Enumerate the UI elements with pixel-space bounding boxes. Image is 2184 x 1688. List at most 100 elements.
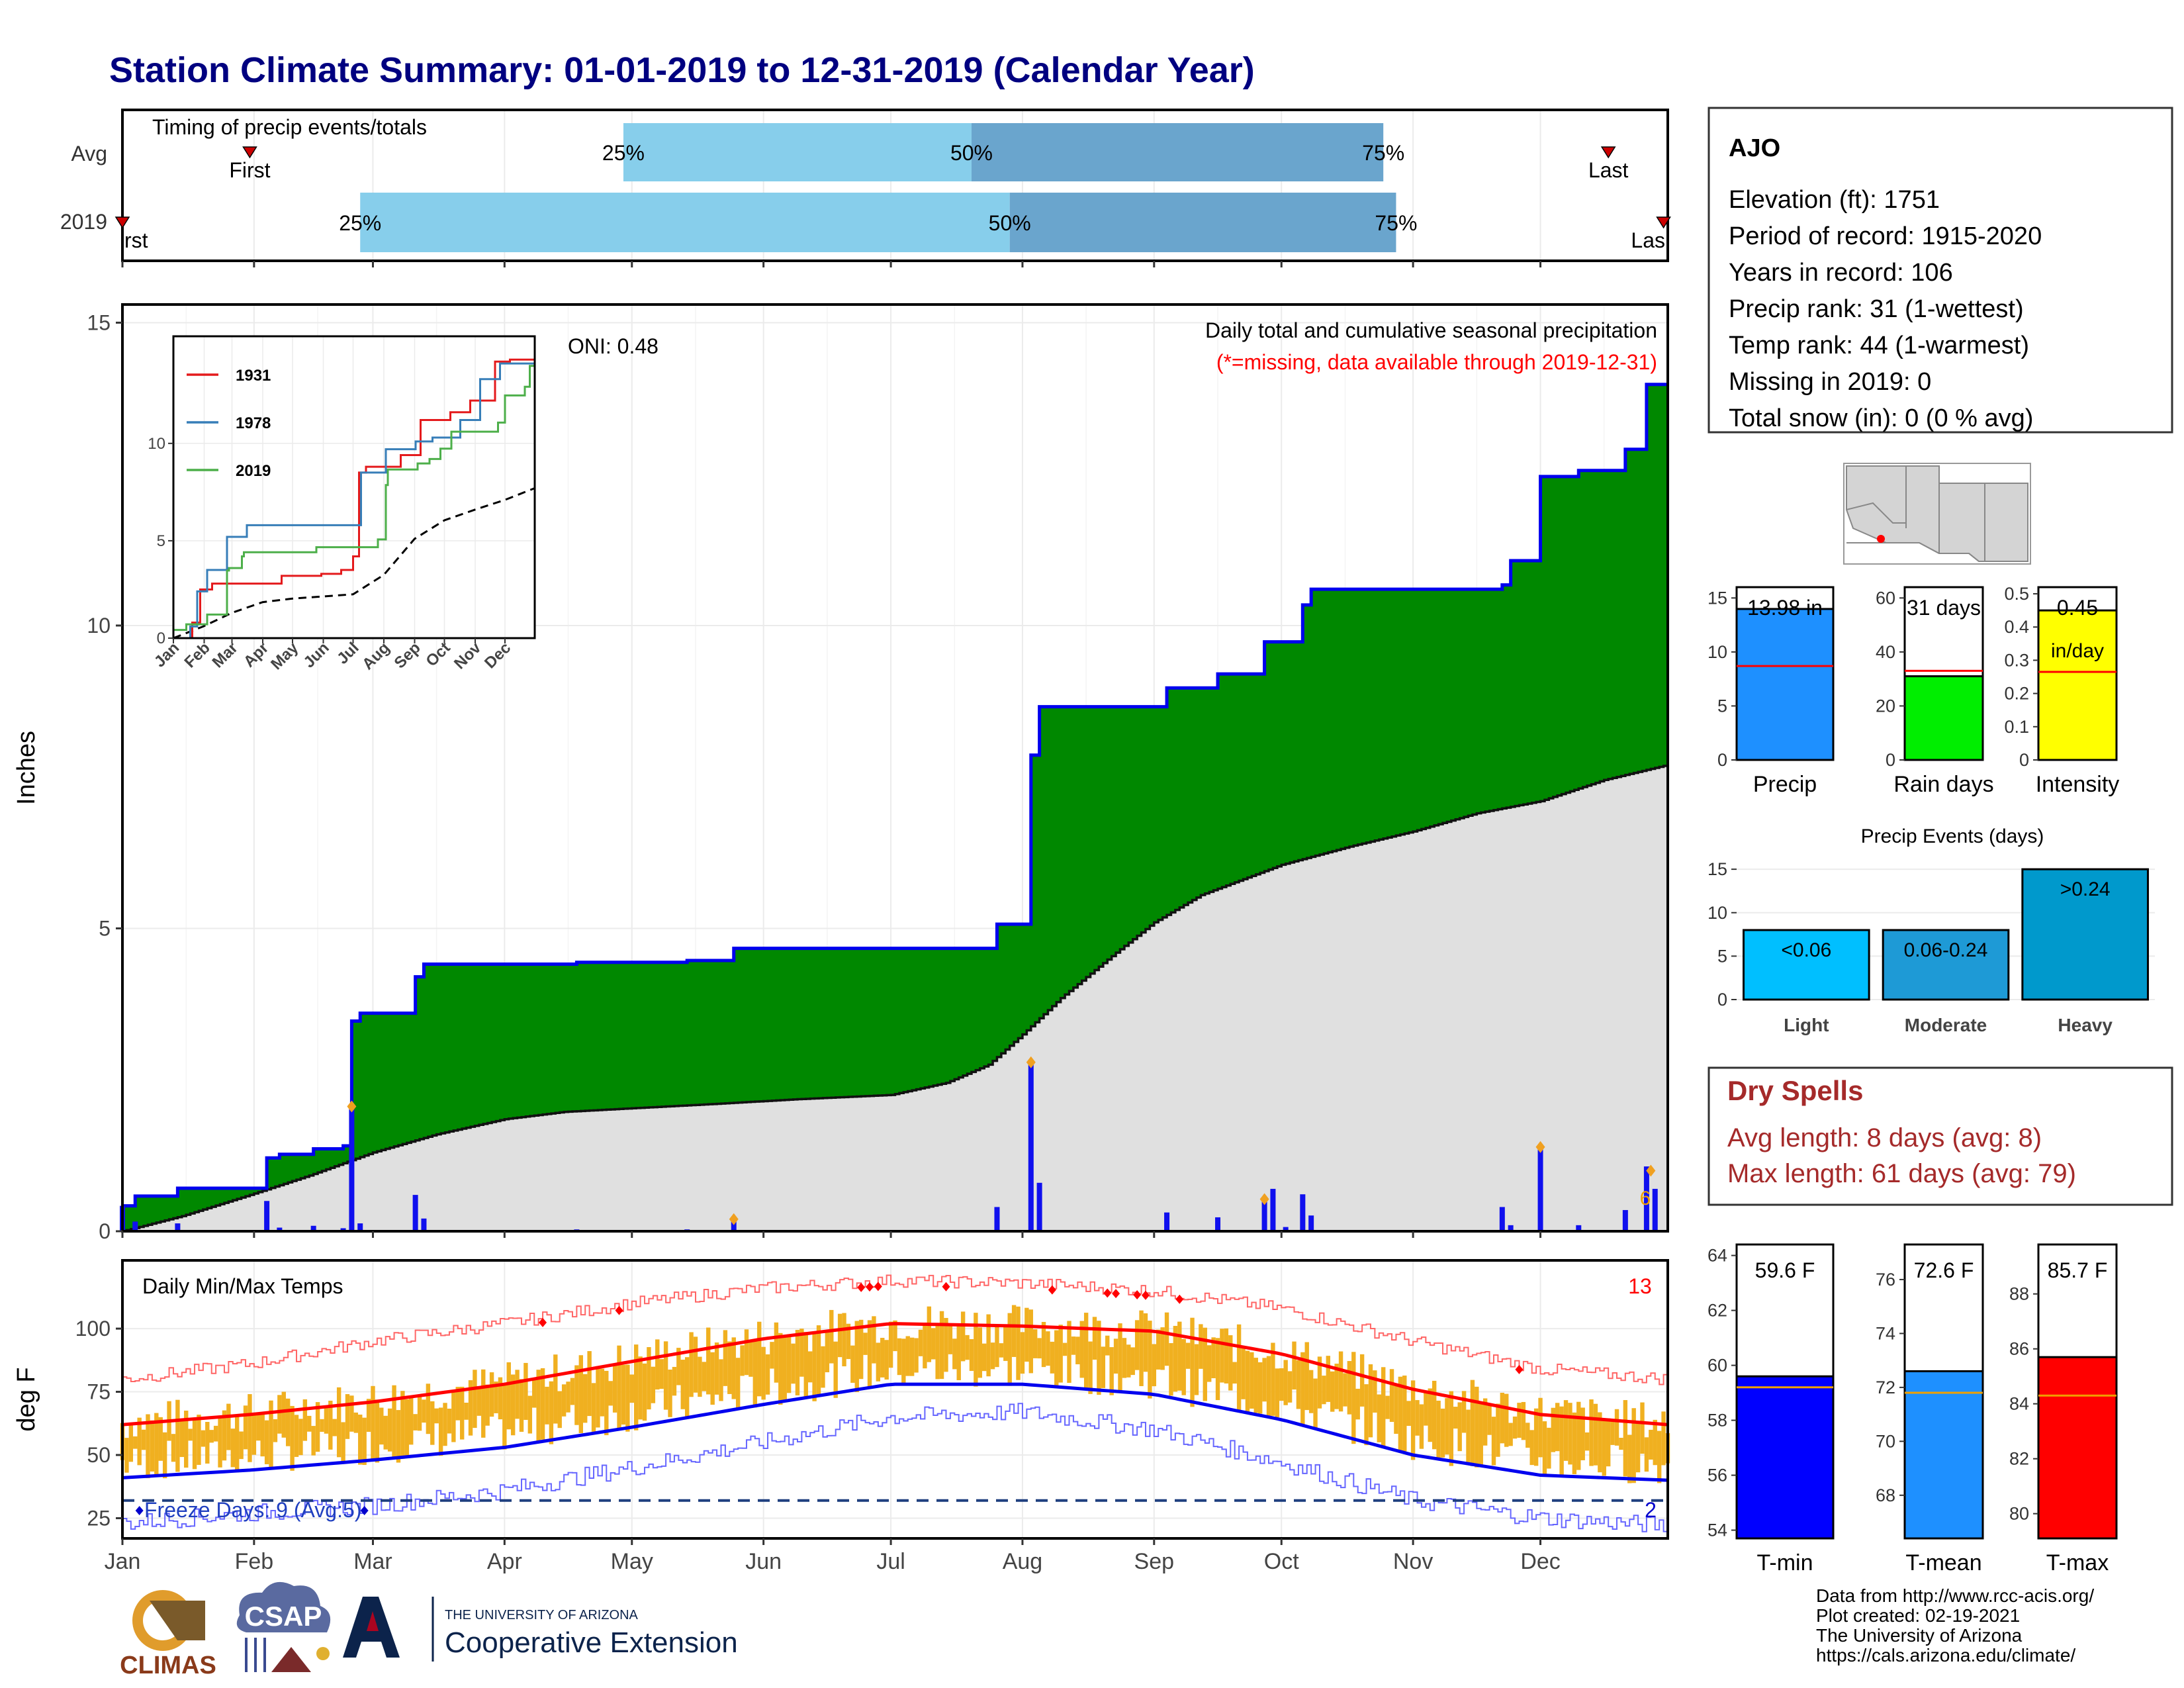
record-high-marker xyxy=(1103,1288,1112,1298)
temp-summary-ytick-label: 54 xyxy=(1707,1521,1727,1540)
daily-temp-range-bar xyxy=(846,1323,851,1360)
daily-temp-range-bar xyxy=(510,1374,516,1436)
daily-temp-range-bar xyxy=(1250,1352,1254,1409)
temp-summary-t-mean: 68 70 72 74 76 72.6 F T-mean xyxy=(1876,1243,1984,1575)
daily-temp-range-bar xyxy=(1020,1332,1025,1374)
station-name: AJO xyxy=(1729,134,1780,162)
daily-temp-range-bar xyxy=(1173,1325,1178,1392)
daily-temp-range-bar xyxy=(1313,1378,1318,1429)
daily-precip-bar xyxy=(1270,1188,1276,1231)
daily-temp-range-bar xyxy=(1627,1434,1632,1483)
daily-temp-range-bar xyxy=(778,1333,783,1405)
timing-bar-2019-25-50 xyxy=(360,193,1010,252)
summary-bar-value-label: 0.45 xyxy=(2057,596,2098,620)
daily-temp-range-bar xyxy=(854,1321,859,1393)
daily-temp-range-bar xyxy=(1538,1397,1543,1458)
daily-temp-range-bar xyxy=(1635,1421,1641,1473)
daily-temp-range-bar xyxy=(668,1369,672,1417)
footer-line: Data from http://www.rcc-acis.org/ xyxy=(1816,1585,2094,1606)
daily-temp-range-bar xyxy=(1257,1362,1263,1414)
events-category-label: Moderate xyxy=(1905,1015,1987,1035)
temp-ytick-label: 75 xyxy=(87,1380,111,1404)
daily-temp-range-bar xyxy=(336,1387,341,1458)
daily-temp-range-bar xyxy=(133,1436,138,1449)
daily-temp-range-bar xyxy=(561,1384,567,1417)
daily-temp-range-bar xyxy=(277,1395,282,1434)
daily-temp-range-bar xyxy=(612,1364,617,1413)
daily-temp-range-bar xyxy=(1602,1419,1606,1476)
daily-temp-range-bar xyxy=(1194,1344,1199,1395)
daily-temp-range-bar xyxy=(1364,1384,1369,1446)
daily-temp-range-bar xyxy=(1054,1330,1059,1389)
precip-ytick-label: 0 xyxy=(99,1219,111,1243)
temp-summary-bar xyxy=(2037,1356,2118,1540)
summary-bar-value xyxy=(1903,675,1984,761)
inset-legend-label: 2019 xyxy=(236,462,271,480)
footer-line: The University of Arizona xyxy=(1816,1625,2023,1646)
daily-temp-range-bar xyxy=(761,1346,766,1400)
daily-temp-range-bar xyxy=(1130,1347,1135,1376)
timing-bar-2019-50-75 xyxy=(1009,193,1396,252)
daily-temp-range-bar xyxy=(752,1340,758,1408)
first-2019-label: rst xyxy=(124,228,148,252)
daily-temp-range-bar xyxy=(1479,1403,1483,1466)
daily-temp-range-bar xyxy=(175,1399,180,1472)
daily-temp-range-bar xyxy=(1653,1419,1657,1466)
record-high-marker xyxy=(539,1317,547,1327)
daily-temp-range-bar xyxy=(1181,1338,1186,1395)
daily-temp-range-bar xyxy=(1525,1423,1530,1448)
daily-temp-range-bar xyxy=(1003,1327,1008,1361)
daily-temp-range-bar xyxy=(192,1419,197,1470)
daily-temp-range-bar xyxy=(260,1413,265,1457)
daily-temp-range-bar xyxy=(1584,1432,1590,1451)
daily-temp-range-bar xyxy=(1598,1412,1602,1473)
daily-temp-range-bar xyxy=(1126,1344,1131,1378)
dry-spells-box: Dry Spells Avg length: 8 days (avg: 8) M… xyxy=(1707,1066,2173,1206)
daily-temp-range-bar xyxy=(1500,1392,1505,1444)
daily-temp-range-bar xyxy=(426,1383,431,1434)
csap-logo-text: CSAP xyxy=(245,1601,322,1632)
daily-temp-range-bar xyxy=(1203,1327,1207,1401)
daily-temp-range-bar xyxy=(417,1395,422,1431)
daily-temp-range-bar xyxy=(596,1366,600,1428)
daily-temp-range-bar xyxy=(387,1408,392,1452)
record-max-line xyxy=(122,1274,1668,1385)
daily-temp-range-bar xyxy=(273,1419,278,1442)
summary-bar-rain-days: 0 20 40 60 31 days Rain days xyxy=(1876,586,1994,797)
daily-precip-bar xyxy=(1036,1182,1042,1231)
month-label: Jul xyxy=(876,1549,905,1574)
daily-temp-range-bar xyxy=(749,1340,753,1377)
daily-temp-range-bar xyxy=(884,1340,889,1380)
daily-temp-range-bar xyxy=(786,1334,792,1393)
record-low-marker xyxy=(135,1506,144,1515)
daily-precip-bar xyxy=(340,1228,346,1231)
daily-temp-range-bar xyxy=(1156,1329,1161,1370)
daily-temp-range-bar xyxy=(570,1378,575,1405)
daily-temp-range-bar xyxy=(150,1420,155,1472)
daily-temp-range-bar xyxy=(455,1387,460,1421)
temp-summary-bar xyxy=(1735,1375,1835,1540)
station-info-line: Years in record: 106 xyxy=(1729,259,1953,287)
summary-ytick-label: 60 xyxy=(1876,588,1895,608)
daily-temp-range-bar xyxy=(914,1338,919,1373)
daily-temp-range-bar xyxy=(1152,1344,1157,1387)
record-high-marker xyxy=(942,1282,950,1291)
daily-temp-range-bar xyxy=(999,1343,1004,1358)
precip-events-panel: Precip Events (days) 0 5 10 15 <0.06 Light 0.0… xyxy=(1707,825,2155,1035)
daily-precip-bar xyxy=(731,1219,737,1231)
daily-temp-range-bar xyxy=(506,1362,511,1430)
station-info-line: Period of record: 1915-2020 xyxy=(1729,222,2042,250)
daily-temp-range-bar xyxy=(1215,1338,1220,1401)
events-bar-label: >0.24 xyxy=(2060,878,2111,900)
daily-temp-range-bar xyxy=(230,1429,235,1468)
daily-temp-range-bar xyxy=(1232,1362,1237,1384)
daily-temp-range-bar xyxy=(1359,1354,1365,1407)
daily-temp-range-bar xyxy=(1262,1358,1267,1402)
month-label: Aug xyxy=(1003,1549,1043,1574)
daily-temp-range-bar xyxy=(990,1342,995,1370)
summary-bar-category: Precip xyxy=(1753,772,1817,797)
daily-precip-bar xyxy=(412,1195,418,1231)
daily-temp-range-bar xyxy=(1283,1360,1288,1405)
daily-temp-range-bar xyxy=(956,1326,961,1380)
daily-temp-range-bar xyxy=(213,1425,218,1442)
